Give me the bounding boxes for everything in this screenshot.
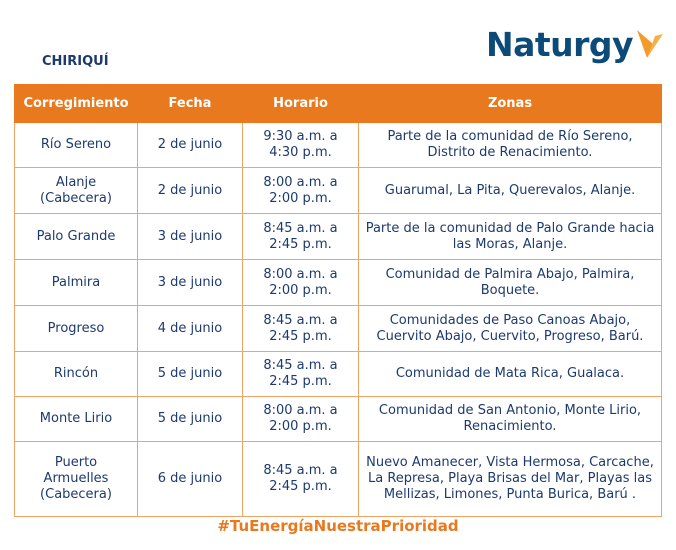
table-cell: 5 de junio [137, 351, 243, 397]
table-cell: Parte de la comunidad de Río Sereno, Dis… [358, 122, 662, 168]
table-cell: 5 de junio [137, 396, 243, 442]
table-row: Río Sereno 2 de junio 9:30 a.m. a 4:30 p.m… [14, 122, 662, 168]
schedule-table: Corregimiento Fecha Horario Zonas Río Seren… [14, 84, 662, 517]
table-cell: 8:00 a.m. a 2:00 p.m. [242, 259, 359, 306]
table-cell: Guarumal, La Pita, Querevalos, Alanje. [358, 167, 662, 214]
table-cell: Rincón [14, 351, 138, 397]
table-cell: Comunidad de San Antonio, Monte Lirio, R… [358, 396, 662, 442]
table-row: Palo Grande 3 de junio 8:45 a.m. a 2:45 p.… [14, 213, 662, 260]
table-cell: 8:45 a.m. a 2:45 p.m. [242, 305, 359, 352]
table-cell: Puerto Armuelles (Cabecera) [14, 441, 138, 517]
column-header: Zonas [358, 84, 662, 123]
table-row: Alanje (Cabecera) 2 de junio 8:00 a.m. a 2… [14, 167, 662, 214]
column-header: Horario [242, 84, 359, 123]
table-cell: Monte Lirio [14, 396, 138, 442]
table-cell: 3 de junio [137, 213, 243, 260]
table-cell: 8:00 a.m. a 2:00 p.m. [242, 167, 359, 214]
logo: Naturgy [486, 24, 667, 64]
logo-icon [637, 30, 664, 58]
table-row: Rincón 5 de junio 8:45 a.m. a 2:45 p.m. Com… [14, 351, 662, 397]
table-cell: 2 de junio [137, 167, 243, 214]
table-cell: 4 de junio [137, 305, 243, 352]
table-row: Progreso 4 de junio 8:45 a.m. a 2:45 p.m. C… [14, 305, 662, 352]
table-cell: Comunidad de Mata Rica, Gualaca. [358, 351, 662, 397]
table-cell: Comunidades de Paso Canoas Abajo, Cuervi… [358, 305, 662, 352]
table-cell: Palo Grande [14, 213, 138, 260]
header-row: Corregimiento Fecha Horario Zonas [14, 84, 662, 123]
column-header: Corregimiento [14, 84, 138, 123]
table-cell: 9:30 a.m. a 4:30 p.m. [242, 122, 359, 168]
table-row: Monte Lirio 5 de junio 8:00 a.m. a 2:00 p.… [14, 396, 662, 442]
table-cell: 8:00 a.m. a 2:00 p.m. [242, 396, 359, 442]
hashtag: #TuEnergíaNuestraPrioridad [217, 517, 459, 535]
table-row: Puerto Armuelles (Cabecera) 6 de junio 8:4… [14, 441, 662, 517]
column-header: Fecha [137, 84, 243, 123]
table-cell: Nuevo Amanecer, Vista Hermosa, Carcache,… [358, 441, 662, 517]
table-cell: Río Sereno [14, 122, 138, 168]
table-cell: Progreso [14, 305, 138, 352]
table-cell: 8:45 a.m. a 2:45 p.m. [242, 441, 359, 517]
region-title: CHIRIQUÍ [42, 54, 109, 69]
table-cell: 3 de junio [137, 259, 243, 306]
table-cell: 2 de junio [137, 122, 243, 168]
table-cell: 8:45 a.m. a 2:45 p.m. [242, 351, 359, 397]
table-row: Palmira 3 de junio 8:00 a.m. a 2:00 p.m. Co… [14, 259, 662, 306]
table-cell: Alanje (Cabecera) [14, 167, 138, 214]
logo-text: Naturgy [486, 24, 634, 64]
table-cell: Palmira [14, 259, 138, 306]
table-cell: Comunidad de Palmira Abajo, Palmira, Boq… [358, 259, 662, 306]
table-cell: 6 de junio [137, 441, 243, 517]
table-cell: Parte de la comunidad de Palo Grande hac… [358, 213, 662, 260]
table-cell: 8:45 a.m. a 2:45 p.m. [242, 213, 359, 260]
